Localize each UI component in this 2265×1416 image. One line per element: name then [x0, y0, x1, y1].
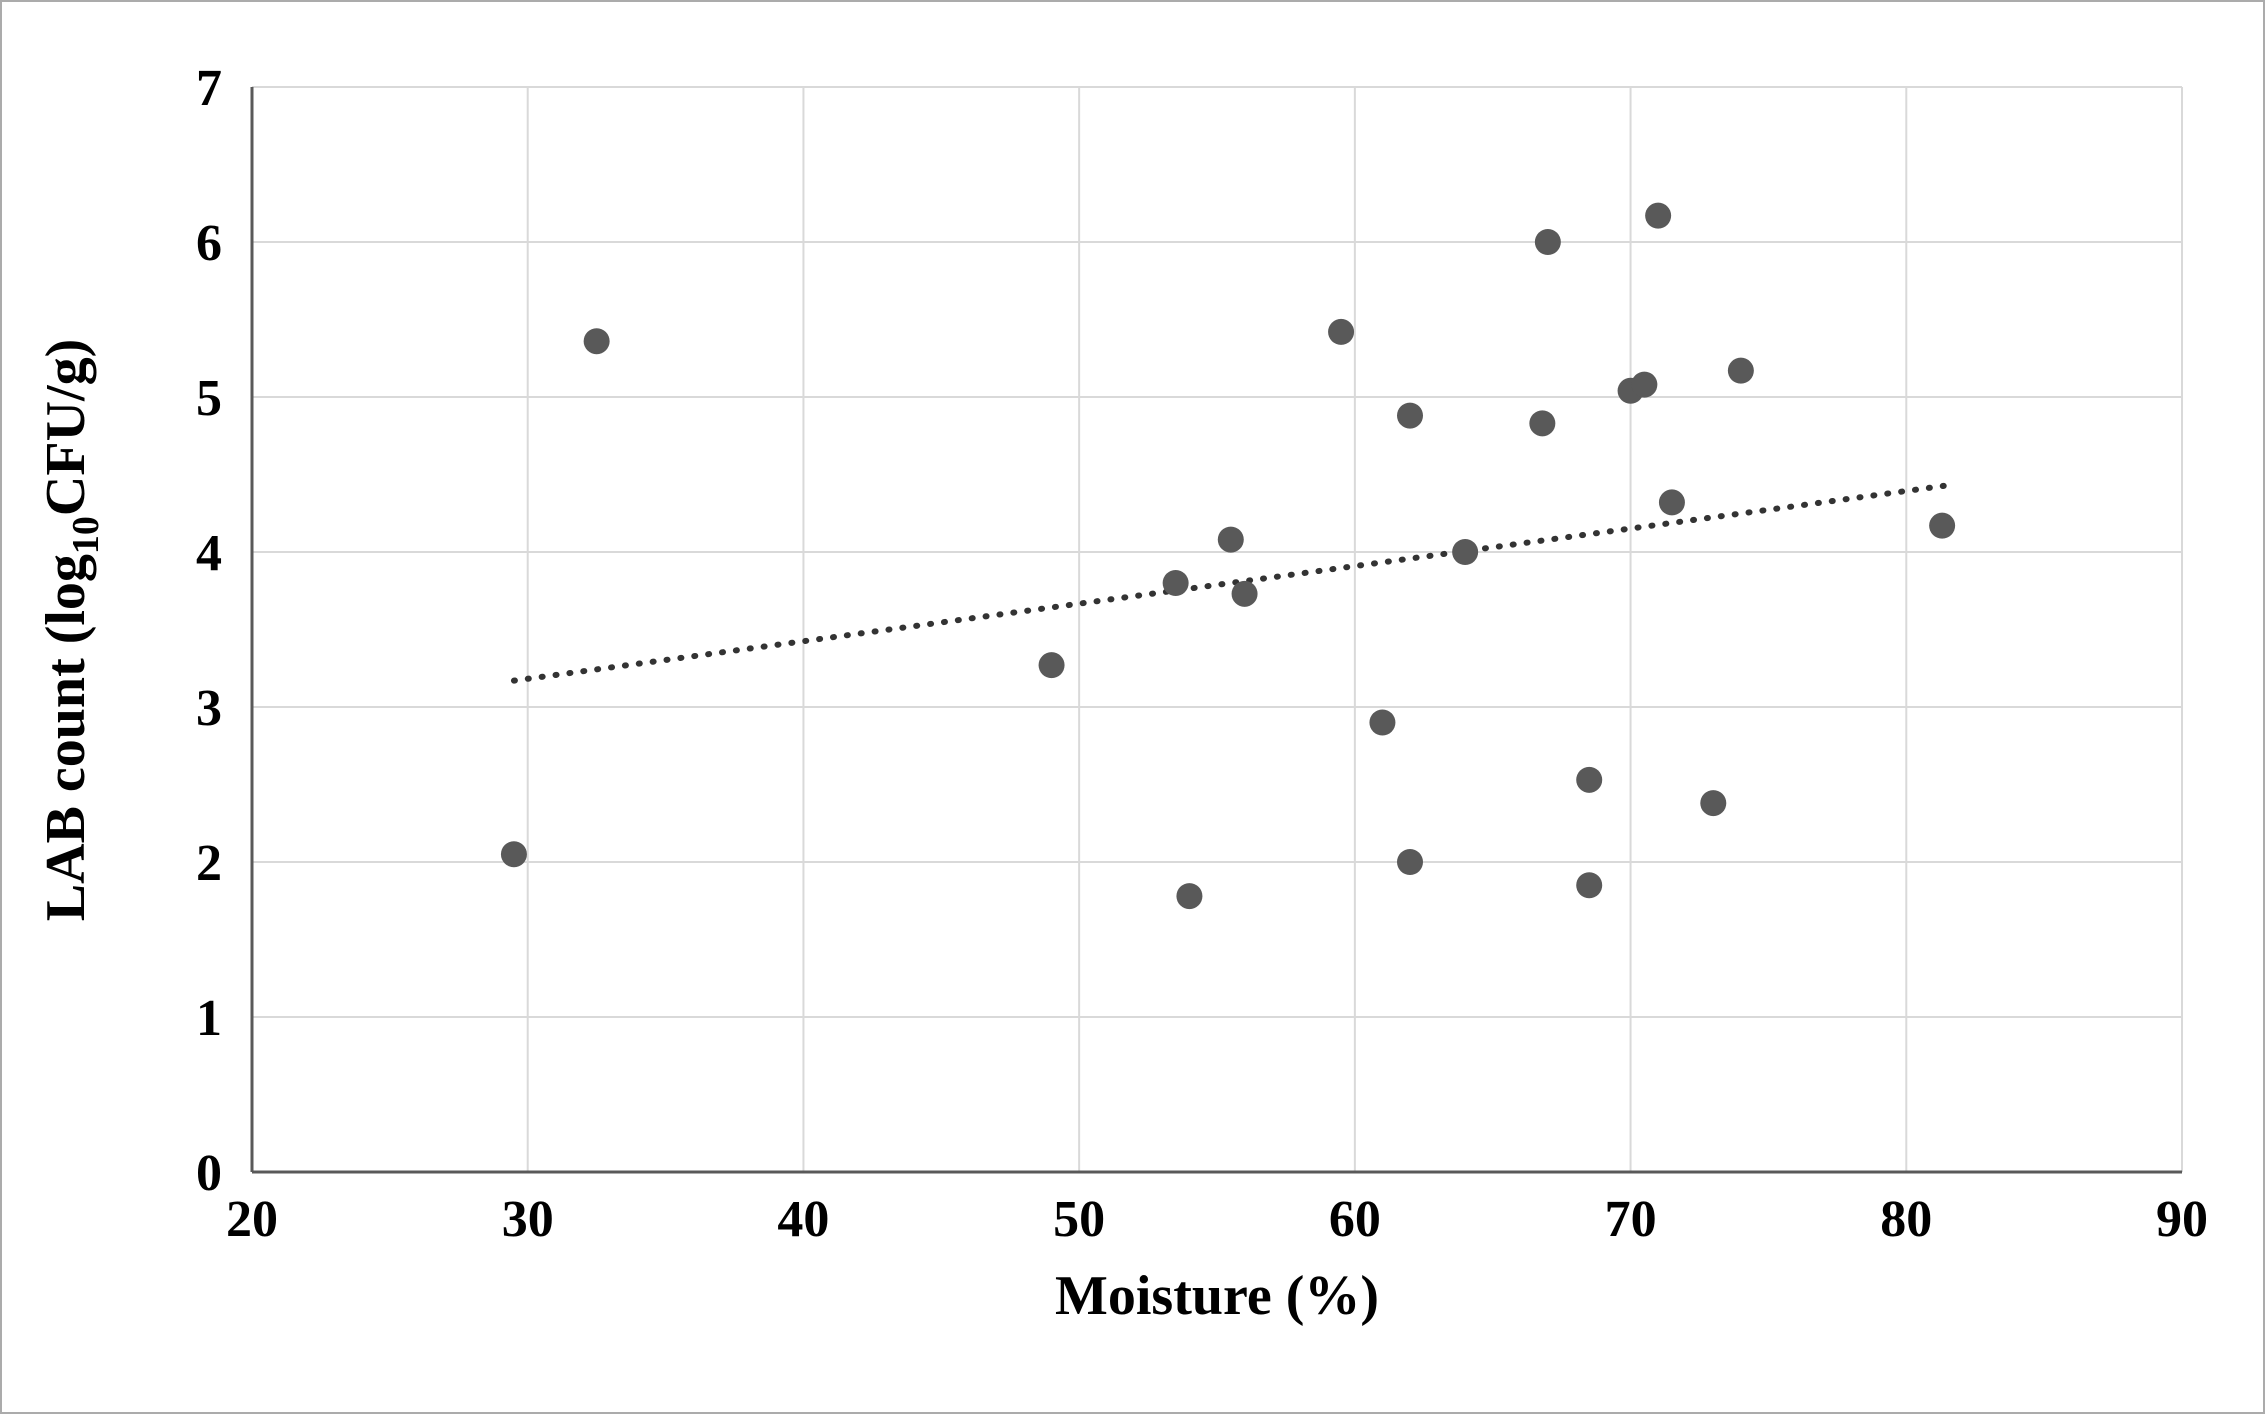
data-point — [1658, 489, 1685, 516]
x-tick-label: 60 — [1329, 1191, 1381, 1248]
y-tick-label: 0 — [196, 1145, 222, 1202]
data-point — [1700, 790, 1727, 817]
x-axis-title: Moisture (%) — [1055, 1265, 1379, 1327]
data-point — [1231, 580, 1258, 607]
data-point — [1576, 766, 1603, 793]
data-point — [1631, 371, 1658, 398]
data-point — [1929, 512, 1956, 539]
data-point — [1038, 652, 1065, 679]
y-axis-title-post: CFU/g) — [35, 339, 97, 516]
x-tick-label: 70 — [1605, 1191, 1657, 1248]
trendline — [510, 482, 1951, 684]
y-tick-label: 7 — [196, 60, 222, 117]
data-point — [1328, 318, 1355, 345]
x-tick-label: 20 — [226, 1191, 278, 1248]
data-point — [1217, 526, 1244, 553]
data-points — [500, 202, 1956, 910]
y-tick-label: 3 — [196, 680, 222, 737]
trendline-group — [510, 482, 1951, 684]
data-point — [1397, 402, 1423, 429]
data-point — [1452, 539, 1479, 565]
gridlines — [251, 86, 2183, 1173]
y-tick-label: 6 — [196, 215, 222, 272]
data-point — [1576, 872, 1603, 899]
data-point — [1534, 229, 1561, 255]
y-axis-title-sub: 10 — [65, 516, 107, 554]
x-tick-label: 50 — [1053, 1191, 1105, 1248]
data-point — [1176, 883, 1203, 910]
y-tick-label: 4 — [196, 525, 222, 582]
y-tick-label: 5 — [196, 370, 222, 427]
data-point — [1645, 202, 1672, 229]
y-tick-label: 1 — [196, 990, 222, 1047]
x-tick-label: 40 — [777, 1191, 829, 1248]
y-axis-title-pre: LAB count (log — [35, 554, 97, 921]
data-point — [500, 841, 527, 868]
y-tick-label: 2 — [196, 835, 222, 892]
x-tick-label: 80 — [1880, 1191, 1932, 1248]
data-point — [1369, 709, 1396, 736]
data-point — [583, 328, 610, 355]
x-tick-label: 30 — [502, 1191, 554, 1248]
data-point — [1727, 357, 1754, 384]
axes — [250, 87, 2182, 1174]
data-point — [1162, 570, 1189, 596]
y-axis-title: LAB count (log10CFU/g) — [35, 339, 107, 921]
tick-labels: 20 30 40 50 60 70 80 90 0 1 2 3 4 5 6 7 — [196, 60, 2208, 1248]
data-point — [1397, 849, 1423, 875]
data-point — [1529, 410, 1556, 437]
x-tick-label: 90 — [2156, 1191, 2208, 1248]
